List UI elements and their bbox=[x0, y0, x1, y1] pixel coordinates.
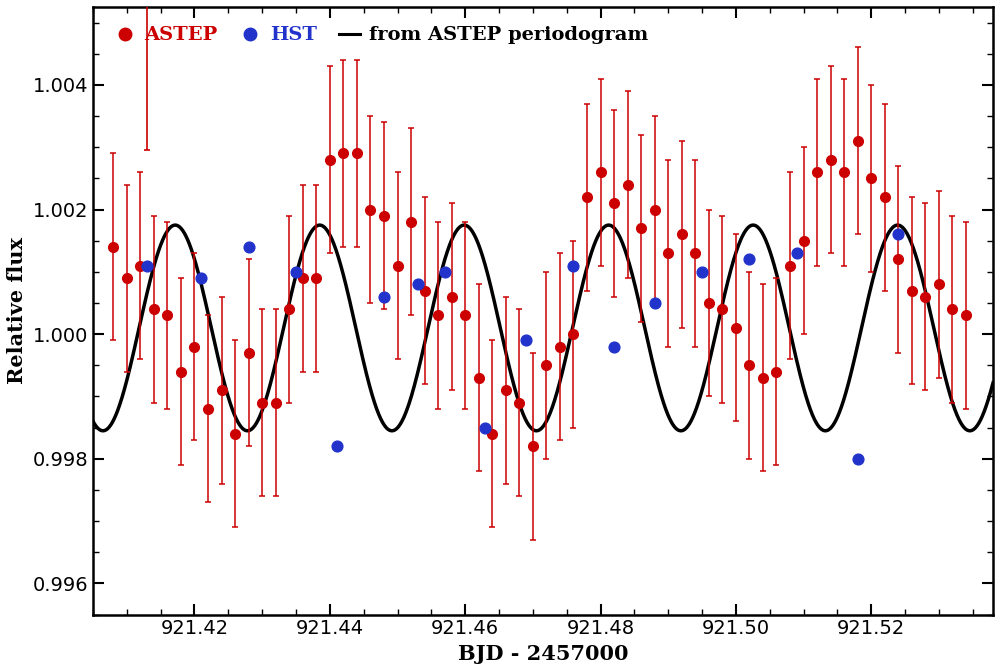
Point bbox=[741, 254, 757, 265]
Point bbox=[437, 266, 453, 277]
Point bbox=[477, 422, 493, 433]
Point bbox=[647, 298, 663, 309]
Legend: ASTEP, HST, from ASTEP periodogram: ASTEP, HST, from ASTEP periodogram bbox=[107, 19, 656, 52]
Point bbox=[890, 229, 906, 240]
Point bbox=[329, 441, 345, 452]
Point bbox=[376, 291, 392, 302]
Point bbox=[789, 248, 805, 258]
Point bbox=[139, 260, 155, 271]
Point bbox=[518, 335, 534, 346]
Point bbox=[565, 260, 581, 271]
Point bbox=[694, 266, 710, 277]
Point bbox=[193, 272, 209, 283]
Point bbox=[606, 342, 622, 352]
X-axis label: BJD - 2457000: BJD - 2457000 bbox=[458, 644, 628, 664]
Point bbox=[288, 266, 304, 277]
Y-axis label: Relative flux: Relative flux bbox=[7, 238, 27, 384]
Point bbox=[850, 454, 866, 464]
Point bbox=[410, 279, 426, 290]
Point bbox=[241, 242, 257, 252]
